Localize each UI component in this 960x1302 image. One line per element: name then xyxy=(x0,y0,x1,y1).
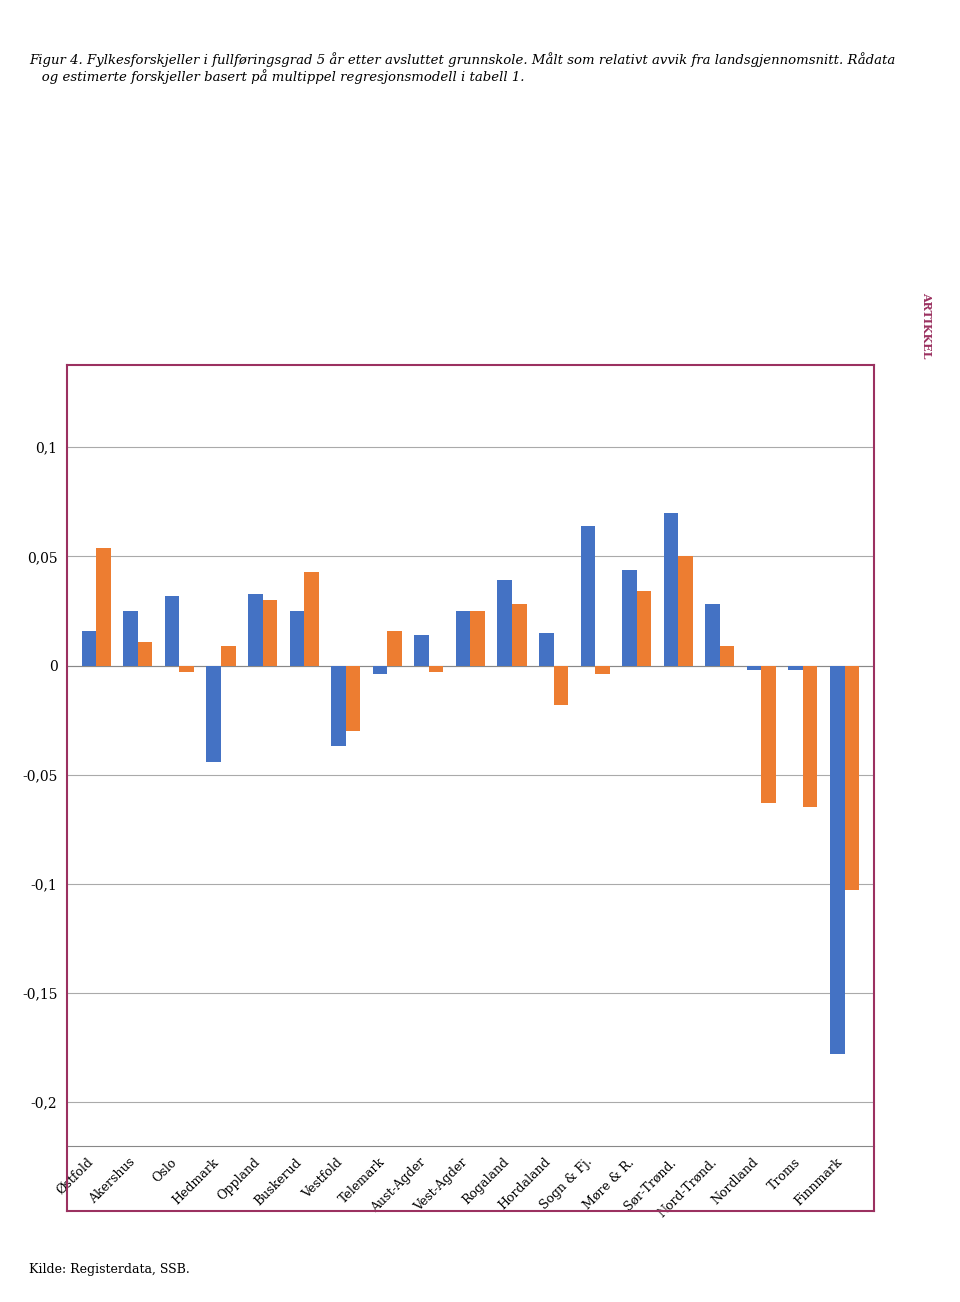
Bar xyxy=(470,611,485,665)
Bar xyxy=(636,591,651,665)
Bar xyxy=(720,646,734,665)
Bar xyxy=(456,611,470,665)
Bar xyxy=(96,548,110,665)
Text: ARTIKKEL: ARTIKKEL xyxy=(921,292,932,359)
Bar xyxy=(622,569,636,665)
Bar xyxy=(180,665,194,672)
Bar xyxy=(263,600,277,665)
Bar xyxy=(803,665,818,807)
Bar xyxy=(788,665,803,671)
Bar xyxy=(165,596,180,665)
Bar xyxy=(221,646,235,665)
Bar xyxy=(138,642,153,665)
Bar xyxy=(512,604,526,665)
Bar xyxy=(539,633,554,665)
Bar xyxy=(845,665,859,891)
Bar xyxy=(497,581,512,665)
Bar xyxy=(123,611,138,665)
Bar xyxy=(554,665,568,704)
Bar xyxy=(581,526,595,665)
Bar xyxy=(372,665,387,674)
Bar xyxy=(663,513,678,665)
Text: Figur 4. Fylkesforskjeller i fullføringsgrad 5 år etter avsluttet grunnskole. Må: Figur 4. Fylkesforskjeller i fullførings… xyxy=(29,52,895,85)
Bar xyxy=(206,665,221,762)
Bar xyxy=(830,665,845,1055)
Text: Kilde: Registerdata, SSB.: Kilde: Registerdata, SSB. xyxy=(29,1263,189,1276)
Bar xyxy=(248,594,263,665)
Bar xyxy=(595,665,610,674)
Bar xyxy=(415,635,429,665)
Bar xyxy=(706,604,720,665)
Bar xyxy=(761,665,776,803)
Bar xyxy=(678,556,693,665)
Bar xyxy=(331,665,346,746)
Bar xyxy=(429,665,444,672)
Bar xyxy=(290,611,304,665)
Bar xyxy=(82,630,96,665)
Bar xyxy=(387,630,402,665)
Bar xyxy=(304,572,319,665)
Bar xyxy=(346,665,360,730)
Bar xyxy=(747,665,761,671)
